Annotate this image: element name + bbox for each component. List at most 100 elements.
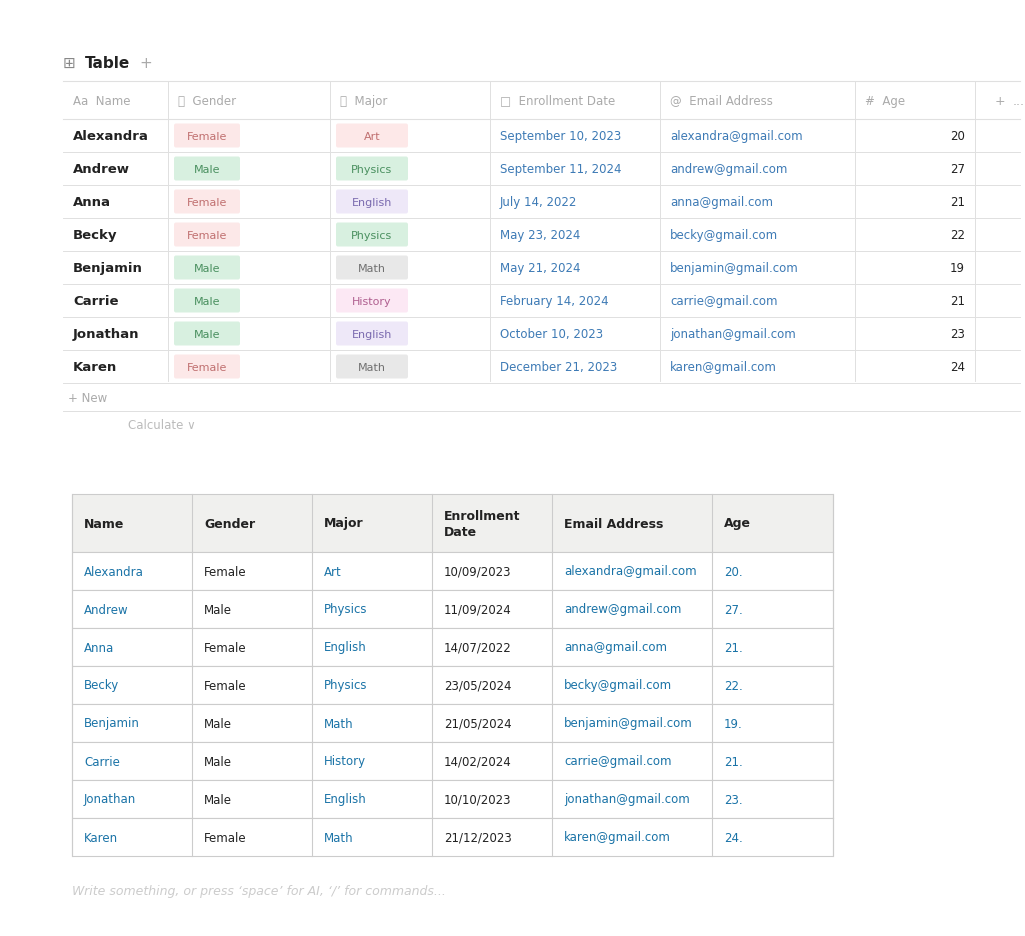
Text: Alexandra: Alexandra — [73, 130, 149, 143]
Text: July 14, 2022: July 14, 2022 — [500, 196, 577, 209]
Text: alexandra@gmail.com: alexandra@gmail.com — [670, 130, 803, 143]
Text: ⧙  Gender: ⧙ Gender — [178, 95, 236, 108]
Bar — [72, 628, 833, 666]
Text: @  Email Address: @ Email Address — [670, 95, 773, 108]
Text: 14/07/2022: 14/07/2022 — [444, 641, 511, 654]
Text: 23.: 23. — [724, 793, 743, 806]
Text: 10/09/2023: 10/09/2023 — [444, 565, 511, 578]
Text: Female: Female — [187, 131, 228, 141]
Text: September 11, 2024: September 11, 2024 — [500, 163, 621, 176]
Text: 27.: 27. — [724, 603, 743, 616]
Text: 21.: 21. — [724, 641, 743, 654]
Text: Art: Art — [324, 565, 341, 578]
Text: Benjamin: Benjamin — [84, 717, 139, 730]
Text: Carrie: Carrie — [84, 754, 120, 768]
Text: Write something, or press ‘space’ for AI, ‘/’ for commands...: Write something, or press ‘space’ for AI… — [72, 885, 446, 898]
Text: Calculate ∨: Calculate ∨ — [128, 418, 196, 431]
FancyBboxPatch shape — [174, 355, 240, 379]
Text: English: English — [352, 329, 393, 339]
Text: Alexandra: Alexandra — [84, 565, 144, 578]
Text: Math: Math — [358, 263, 386, 273]
Text: alexandra@gmail.com: alexandra@gmail.com — [564, 565, 697, 578]
Text: Andrew: Andrew — [73, 163, 130, 176]
Text: Karen: Karen — [73, 360, 117, 373]
Text: May 23, 2024: May 23, 2024 — [500, 228, 580, 241]
Text: Math: Math — [324, 830, 354, 843]
Text: Male: Male — [194, 165, 220, 174]
Text: Name: Name — [84, 517, 124, 530]
Text: Email Address: Email Address — [564, 517, 663, 530]
Text: 27: 27 — [950, 163, 965, 176]
Text: + New: + New — [68, 391, 108, 404]
Text: 10/10/2023: 10/10/2023 — [444, 793, 511, 806]
FancyBboxPatch shape — [174, 124, 240, 148]
Text: Female: Female — [187, 197, 228, 207]
Text: Carrie: Carrie — [73, 295, 119, 308]
Text: 11/09/2024: 11/09/2024 — [444, 603, 511, 616]
Text: Female: Female — [204, 679, 247, 692]
FancyBboxPatch shape — [336, 289, 408, 314]
Text: English: English — [352, 197, 393, 207]
Text: Becky: Becky — [73, 228, 118, 241]
Text: Female: Female — [204, 641, 247, 654]
Text: Male: Male — [204, 717, 232, 730]
Bar — [72, 591, 833, 628]
Text: History: History — [324, 754, 366, 768]
Text: becky@gmail.com: becky@gmail.com — [564, 679, 672, 692]
Text: English: English — [324, 641, 367, 654]
FancyBboxPatch shape — [174, 224, 240, 247]
Text: Physics: Physics — [324, 679, 368, 692]
Text: carrie@gmail.com: carrie@gmail.com — [564, 754, 671, 768]
Text: +: + — [139, 55, 152, 70]
Text: Male: Male — [194, 296, 220, 306]
FancyBboxPatch shape — [336, 190, 408, 214]
Text: Physics: Physics — [324, 603, 368, 616]
Text: Physics: Physics — [352, 165, 393, 174]
Text: Karen: Karen — [84, 830, 118, 843]
Text: Female: Female — [187, 362, 228, 373]
Text: Male: Male — [194, 329, 220, 339]
Text: 20: 20 — [950, 130, 965, 143]
Text: Math: Math — [324, 717, 354, 730]
Text: karen@gmail.com: karen@gmail.com — [670, 360, 777, 373]
Text: February 14, 2024: February 14, 2024 — [500, 295, 609, 308]
Text: Female: Female — [204, 565, 247, 578]
Text: 24: 24 — [950, 360, 965, 373]
FancyBboxPatch shape — [174, 289, 240, 314]
Text: Age: Age — [724, 517, 751, 530]
FancyBboxPatch shape — [174, 190, 240, 214]
Text: #  Age: # Age — [865, 95, 905, 108]
Text: September 10, 2023: September 10, 2023 — [500, 130, 621, 143]
Bar — [72, 552, 833, 591]
Text: Gender: Gender — [204, 517, 255, 530]
FancyBboxPatch shape — [336, 157, 408, 182]
Bar — [72, 704, 833, 742]
Text: Major: Major — [324, 517, 364, 530]
Text: ...: ... — [1013, 95, 1025, 108]
FancyBboxPatch shape — [174, 322, 240, 346]
Bar — [72, 742, 833, 781]
Text: Female: Female — [187, 230, 228, 241]
FancyBboxPatch shape — [336, 224, 408, 247]
Text: 23: 23 — [950, 328, 965, 341]
Text: jonathan@gmail.com: jonathan@gmail.com — [670, 328, 795, 341]
FancyBboxPatch shape — [336, 256, 408, 280]
Text: Art: Art — [364, 131, 380, 141]
Text: Benjamin: Benjamin — [73, 262, 142, 274]
Text: Female: Female — [204, 830, 247, 843]
Bar — [72, 666, 833, 704]
Text: 19.: 19. — [724, 717, 743, 730]
Text: Jonathan: Jonathan — [84, 793, 136, 806]
FancyBboxPatch shape — [336, 322, 408, 346]
Text: 21: 21 — [950, 295, 965, 308]
Text: anna@gmail.com: anna@gmail.com — [670, 196, 773, 209]
Text: benjamin@gmail.com: benjamin@gmail.com — [670, 262, 798, 274]
Text: Table: Table — [85, 55, 130, 70]
Text: karen@gmail.com: karen@gmail.com — [564, 830, 671, 843]
Text: 22: 22 — [950, 228, 965, 241]
Text: ⧙  Major: ⧙ Major — [340, 95, 387, 108]
Bar — [72, 818, 833, 856]
Text: English: English — [324, 793, 367, 806]
Text: 21/12/2023: 21/12/2023 — [444, 830, 511, 843]
Text: History: History — [353, 296, 392, 306]
